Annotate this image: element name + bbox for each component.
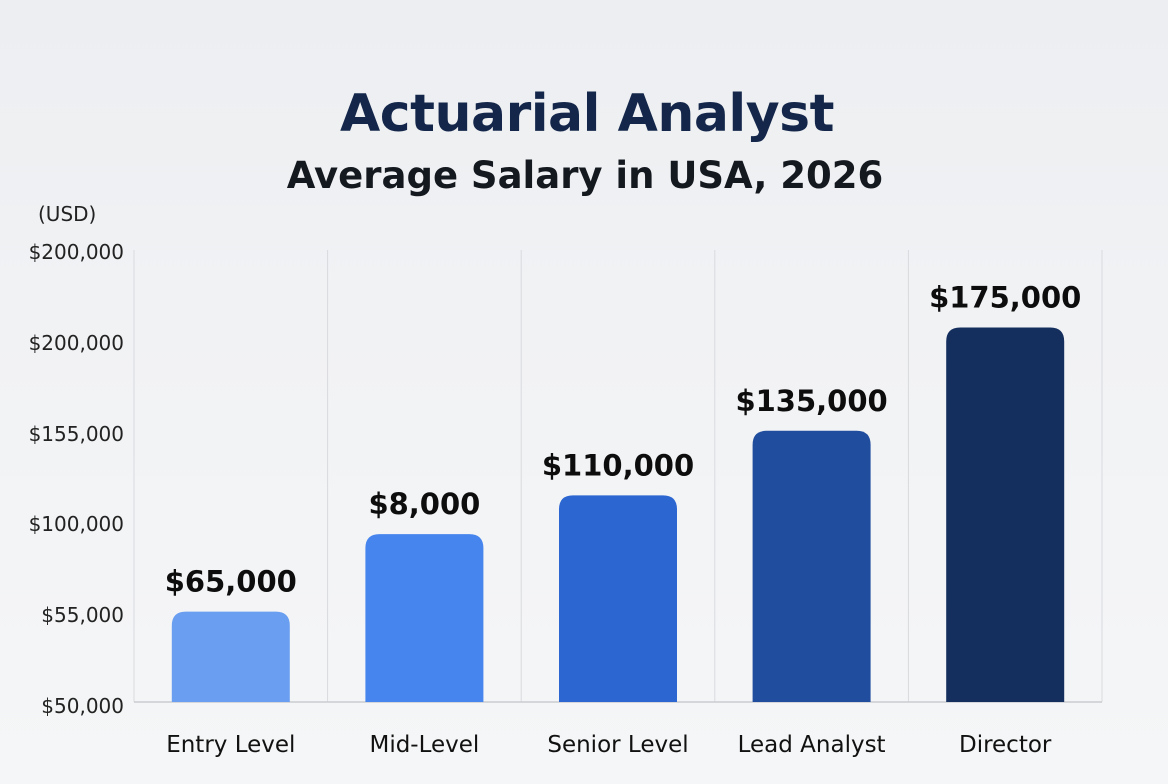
data-label: $175,000 [929, 280, 1081, 314]
category-label: Mid-Level [369, 732, 479, 758]
category-label: Lead Analyst [738, 732, 886, 758]
bar-group [171, 327, 1065, 702]
bar-mid-level [365, 534, 484, 702]
data-label: $8,000 [368, 487, 480, 521]
y-axis-ticks: $50,000 $55,000 $100,000 $155,000 $200,000 $2… [29, 240, 124, 718]
data-label: $135,000 [735, 384, 887, 418]
bar-entry-level [171, 611, 290, 702]
y-tick-label: $200,000 [29, 331, 124, 355]
y-tick-label: $50,000 [41, 694, 124, 718]
y-tick-label: $100,000 [29, 512, 124, 536]
category-label: Senior Level [547, 732, 688, 758]
category-label: Director [959, 732, 1052, 758]
y-axis-unit-label: (USD) [38, 202, 97, 226]
y-tick-label: $200,000 [29, 240, 124, 264]
chart-title: Actuarial Analyst [340, 84, 834, 144]
data-label: $65,000 [165, 565, 297, 599]
data-label: $110,000 [542, 448, 694, 482]
bar-lead-analyst [752, 430, 871, 702]
data-label-group: $65,000 $8,000 $110,000 $135,000 $175,000 [165, 280, 1082, 598]
x-axis-labels: Entry Level Mid-Level Senior Level Lead Ana… [166, 732, 1052, 758]
bar-senior-level [559, 495, 677, 702]
chart-subtitle: Average Salary in USA, 2026 [286, 154, 884, 197]
bar-director [946, 327, 1065, 702]
category-label: Entry Level [166, 732, 295, 758]
y-tick-label: $55,000 [41, 603, 124, 627]
y-tick-label: $155,000 [29, 422, 124, 446]
